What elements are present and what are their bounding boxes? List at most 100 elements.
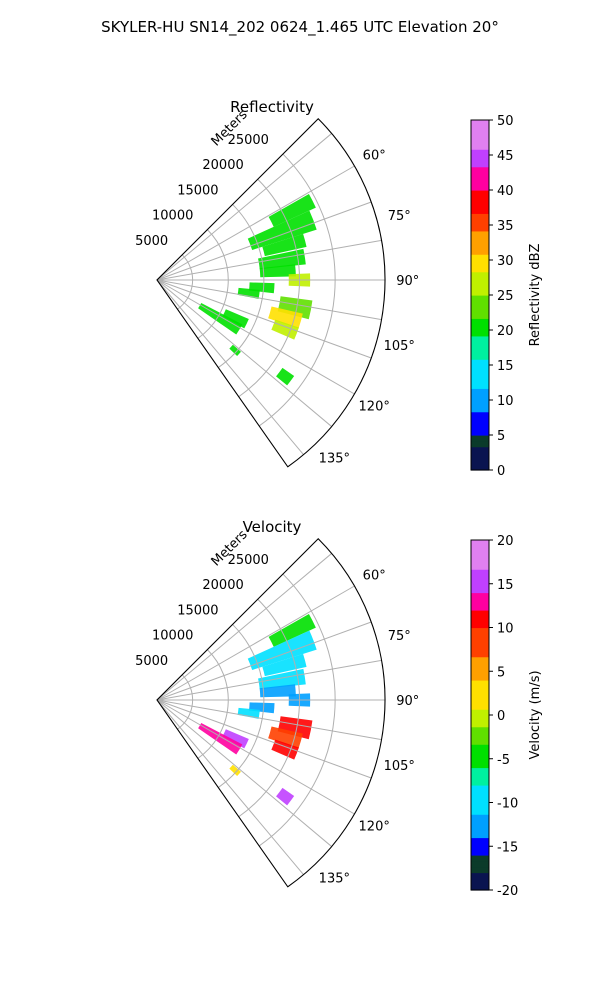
colorbar-tick-label: 50 — [497, 114, 514, 129]
colorbar-segment — [471, 248, 489, 255]
colorbar-segment — [471, 884, 489, 891]
range-ring — [197, 649, 229, 759]
colorbar-segment — [471, 662, 489, 669]
colorbar-segment — [471, 738, 489, 745]
colorbar-segment — [471, 779, 489, 786]
colorbar-segment — [471, 236, 489, 244]
azimuth-gridline — [156, 201, 372, 281]
data-cell — [229, 764, 241, 777]
colorbar-segment — [471, 400, 489, 407]
colorbar-segment — [471, 155, 489, 162]
colorbar-segment — [471, 843, 489, 850]
colorbar-segment — [471, 685, 489, 693]
azimuth-gridline — [156, 279, 332, 427]
range-tick-label: 15000 — [177, 603, 218, 618]
range-ring — [177, 254, 194, 310]
range-ring — [238, 598, 300, 818]
colorbar-segment — [471, 709, 489, 716]
colorbar-segment — [471, 260, 489, 267]
colorbar-segment — [471, 300, 489, 308]
data-cell — [277, 716, 313, 740]
colorbar-segment — [471, 615, 489, 623]
colorbar-segment — [471, 411, 489, 419]
colorbar-segment — [471, 242, 489, 249]
colorbar-segment — [471, 271, 489, 279]
colorbar-segment — [471, 790, 489, 798]
range-ring — [238, 178, 300, 398]
azimuth-tick-label: 90° — [396, 274, 419, 289]
colorbar-segment — [471, 633, 489, 640]
colorbar-segment — [471, 376, 489, 384]
azimuth-gridline — [156, 659, 382, 701]
azimuth-tick-label: 60° — [363, 149, 386, 164]
colorbar-segment — [471, 825, 489, 833]
colorbar-segment — [471, 120, 489, 127]
azimuth-tick-label: 135° — [319, 871, 350, 886]
colorbar-segment — [471, 353, 489, 360]
data-cell — [222, 729, 249, 749]
azimuth-gridline — [156, 239, 382, 281]
colorbar-segment — [471, 184, 489, 191]
colorbar-segment — [471, 230, 489, 238]
data-cell — [259, 264, 296, 278]
range-ring — [218, 204, 265, 368]
data-cell — [222, 309, 249, 329]
colorbar-segment — [471, 814, 489, 821]
colorbar-segment — [471, 796, 489, 804]
colorbar-segment — [471, 837, 489, 844]
azimuth-gridline — [156, 621, 372, 701]
colorbar-segment — [471, 160, 489, 168]
sector-outline — [156, 538, 386, 888]
colorbar-tick-label: 15 — [497, 578, 514, 593]
colorbar-segment — [471, 680, 489, 687]
colorbar-segment — [471, 860, 489, 868]
colorbar-segment — [471, 598, 489, 605]
azimuth-tick-label: 135° — [319, 451, 350, 466]
colorbar-segment — [471, 423, 489, 430]
colorbar-segment — [471, 703, 489, 710]
range-tick-label: 25000 — [228, 133, 269, 148]
colorbar-segment — [471, 131, 489, 139]
colorbar-segment — [471, 650, 489, 658]
colorbar-segment — [471, 697, 489, 704]
range-ring — [218, 624, 265, 788]
azimuth-tick-label: 75° — [388, 629, 411, 644]
range-ring — [258, 153, 336, 427]
colorbar-tick-label: -5 — [497, 753, 510, 768]
colorbar-segment — [471, 464, 489, 471]
colorbar-segment — [471, 855, 489, 862]
colorbar-label: Reflectivity dBZ — [528, 244, 543, 347]
reflectivity-title: Reflectivity — [230, 98, 314, 116]
colorbar-segment — [471, 213, 489, 220]
range-ring — [177, 674, 194, 730]
colorbar-segment — [471, 388, 489, 395]
azimuth-gridline — [156, 699, 355, 815]
colorbar-segment — [471, 610, 489, 617]
colorbar-tick-label: 35 — [497, 219, 514, 234]
velocity-panel: Velocity 500010000150002000025000Meters6… — [135, 518, 543, 899]
colorbar-segment — [471, 621, 489, 629]
colorbar-tick-label: -20 — [497, 884, 518, 899]
colorbar-segment — [471, 575, 489, 582]
colorbar-segment — [471, 732, 489, 739]
velocity-sector: 500010000150002000025000Meters60°75°90°1… — [135, 527, 419, 888]
colorbar-segment — [471, 767, 489, 774]
colorbar-segment — [471, 365, 489, 372]
colorbar-segment — [471, 166, 489, 174]
data-cell — [276, 367, 295, 386]
colorbar-segment — [471, 149, 489, 156]
azimuth-tick-label: 120° — [359, 399, 390, 414]
azimuth-gridline — [156, 279, 382, 321]
colorbar-segment — [471, 674, 489, 681]
data-cell — [259, 684, 296, 698]
colorbar-segment — [471, 785, 489, 792]
colorbar-tick-label: 5 — [497, 429, 505, 444]
colorbar-segment — [471, 726, 489, 734]
colorbar-segment — [471, 341, 489, 349]
colorbar-segment — [471, 370, 489, 378]
colorbar-segment — [471, 592, 489, 599]
data-cell — [268, 194, 316, 227]
colorbar-segment — [471, 335, 489, 343]
colorbar-segment — [471, 306, 489, 314]
colorbar-segment — [471, 435, 489, 442]
